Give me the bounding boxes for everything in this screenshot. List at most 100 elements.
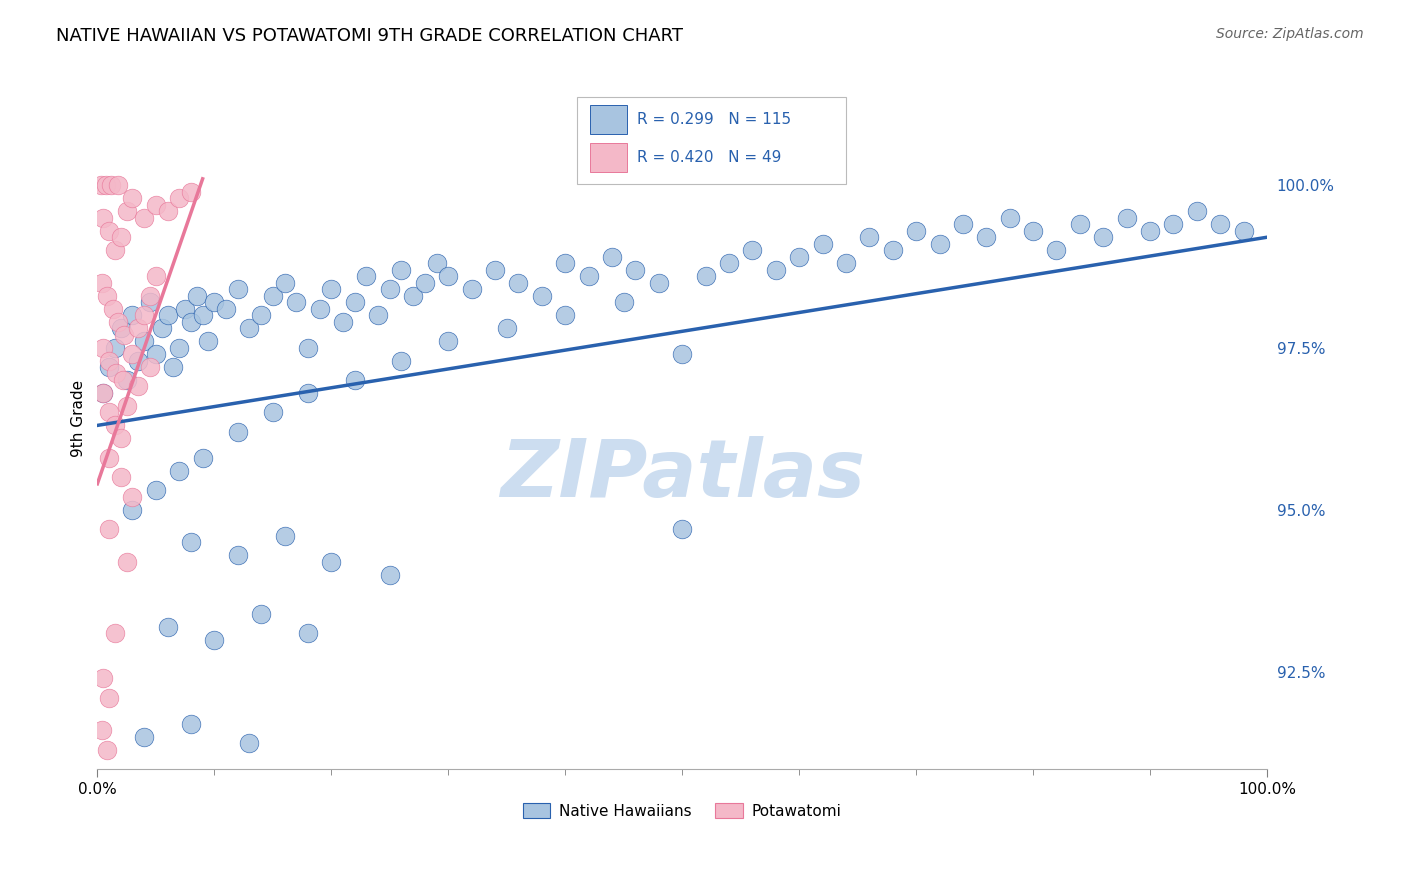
Point <box>180 535 202 549</box>
Point <box>121 191 143 205</box>
Point <box>1233 224 1256 238</box>
Point <box>578 269 600 284</box>
Point <box>121 490 143 504</box>
Point <box>145 198 167 212</box>
Point <box>332 315 354 329</box>
Point <box>127 379 149 393</box>
Point <box>104 418 127 433</box>
Point <box>226 282 249 296</box>
Point <box>378 282 401 296</box>
Point <box>356 269 378 284</box>
Point <box>139 359 162 374</box>
Point <box>150 321 173 335</box>
Point <box>127 353 149 368</box>
Text: Source: ZipAtlas.com: Source: ZipAtlas.com <box>1216 27 1364 41</box>
Point <box>1045 243 1067 257</box>
Point <box>121 308 143 322</box>
Legend: Native Hawaiians, Potawatomi: Native Hawaiians, Potawatomi <box>517 797 848 825</box>
Point <box>998 211 1021 225</box>
Point <box>134 334 156 348</box>
Point <box>167 341 190 355</box>
Point <box>98 522 121 536</box>
Point <box>765 262 787 277</box>
Point <box>1069 217 1091 231</box>
Point <box>484 262 506 277</box>
Point <box>952 217 974 231</box>
Point <box>167 191 190 205</box>
Point <box>1115 211 1137 225</box>
Point <box>285 295 308 310</box>
FancyBboxPatch shape <box>576 96 846 184</box>
Point <box>115 373 138 387</box>
Point <box>1209 217 1232 231</box>
FancyBboxPatch shape <box>589 143 627 172</box>
Point <box>321 555 343 569</box>
Point <box>273 276 295 290</box>
Point <box>104 341 127 355</box>
Point <box>928 236 950 251</box>
Point <box>110 230 132 244</box>
Point <box>1163 217 1185 231</box>
Point <box>145 269 167 284</box>
Point <box>156 619 179 633</box>
Point <box>530 288 553 302</box>
Point <box>238 321 260 335</box>
Point <box>215 301 238 316</box>
Point <box>180 717 202 731</box>
Point <box>413 276 436 290</box>
Point <box>110 431 132 445</box>
Point <box>104 626 127 640</box>
Point <box>297 626 319 640</box>
Point <box>226 425 249 439</box>
Point <box>308 301 330 316</box>
Point <box>94 178 117 193</box>
Point <box>91 386 114 401</box>
Point <box>321 282 343 296</box>
Point <box>976 230 998 244</box>
Point <box>367 308 389 322</box>
Point <box>1022 224 1045 238</box>
Point <box>191 308 214 322</box>
Point <box>145 347 167 361</box>
Point <box>1092 230 1115 244</box>
Point <box>460 282 482 296</box>
Point <box>91 386 114 401</box>
Point <box>905 224 928 238</box>
Point <box>156 204 179 219</box>
Point <box>156 308 179 322</box>
Point <box>437 269 460 284</box>
Point <box>115 204 138 219</box>
Point <box>112 373 135 387</box>
Point <box>226 548 249 562</box>
Point <box>202 632 225 647</box>
Point <box>98 224 121 238</box>
Point <box>91 276 114 290</box>
Point <box>1139 224 1161 238</box>
Point <box>671 347 693 361</box>
Point <box>107 315 129 329</box>
Point <box>139 295 162 310</box>
Point <box>127 321 149 335</box>
FancyBboxPatch shape <box>589 105 627 135</box>
Point <box>110 321 132 335</box>
Point <box>858 230 880 244</box>
Point <box>437 334 460 348</box>
Point <box>162 359 184 374</box>
Point <box>250 308 273 322</box>
Point <box>91 211 114 225</box>
Point <box>96 288 118 302</box>
Point <box>741 243 763 257</box>
Point <box>343 295 366 310</box>
Point <box>202 295 225 310</box>
Point <box>98 690 121 705</box>
Point <box>121 347 143 361</box>
Point <box>273 529 295 543</box>
Point <box>110 470 132 484</box>
Point <box>191 450 214 465</box>
Point <box>402 288 425 302</box>
Point <box>174 301 197 316</box>
Point <box>121 502 143 516</box>
Text: ZIPatlas: ZIPatlas <box>499 436 865 514</box>
Point <box>378 567 401 582</box>
Point <box>811 236 834 251</box>
